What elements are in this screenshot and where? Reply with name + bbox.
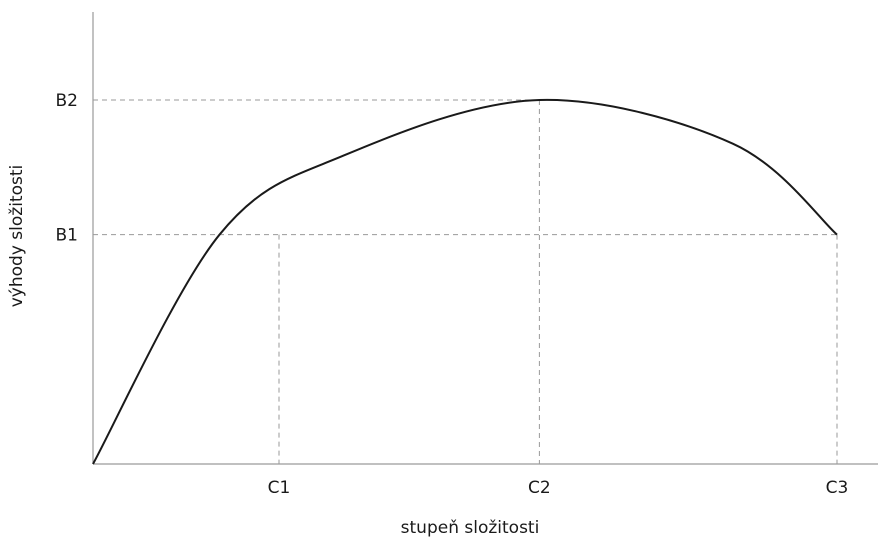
y-axis-label: výhody složitosti: [7, 165, 27, 308]
y-tick-label-b1: B1: [56, 226, 78, 246]
y-tick-labels: B1 B2: [56, 91, 78, 246]
guide-lines: [93, 99, 838, 464]
x-axis-label: stupeň složitosti: [401, 518, 540, 538]
x-tick-label-c3: C3: [826, 478, 849, 498]
series-curve: [92, 98, 838, 465]
x-tick-labels: C1 C2 C3: [268, 478, 849, 498]
x-tick-label-c2: C2: [528, 478, 551, 498]
x-tick-label-c1: C1: [268, 478, 291, 498]
y-tick-label-b2: B2: [56, 91, 78, 111]
